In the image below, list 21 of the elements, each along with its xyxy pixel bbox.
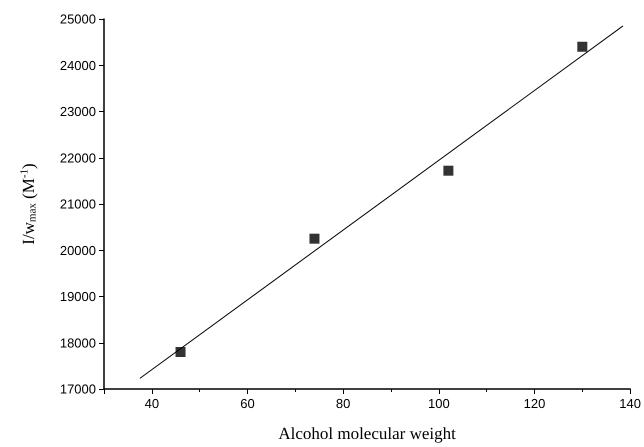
x-tick-label: 80 <box>336 396 350 411</box>
x-axis-title: Alcohol molecular weight <box>278 424 456 443</box>
y-tick-label: 24000 <box>60 58 96 73</box>
y-tick-label: 25000 <box>60 12 96 26</box>
y-tick-label: 22000 <box>60 150 96 166</box>
y-tick-label: 21000 <box>60 196 96 212</box>
point <box>176 347 186 357</box>
x-tick-label: 120 <box>524 396 546 411</box>
x-tick-label: 140 <box>619 396 642 411</box>
x-tick-label: 60 <box>240 396 255 411</box>
y-tick-label: 23000 <box>60 104 96 119</box>
point <box>443 166 454 176</box>
point <box>309 234 320 244</box>
y-tick-label: 18000 <box>60 335 96 350</box>
y-tick-label: 20000 <box>60 242 96 258</box>
point <box>577 42 588 52</box>
y-axis-title: I/wmax (M-1) <box>18 163 38 245</box>
x-tick-label: 100 <box>428 396 450 411</box>
y-tick-label: 17000 <box>60 382 96 396</box>
x-tick-label: 40 <box>144 396 160 411</box>
y-tick-label: 19000 <box>60 289 96 304</box>
